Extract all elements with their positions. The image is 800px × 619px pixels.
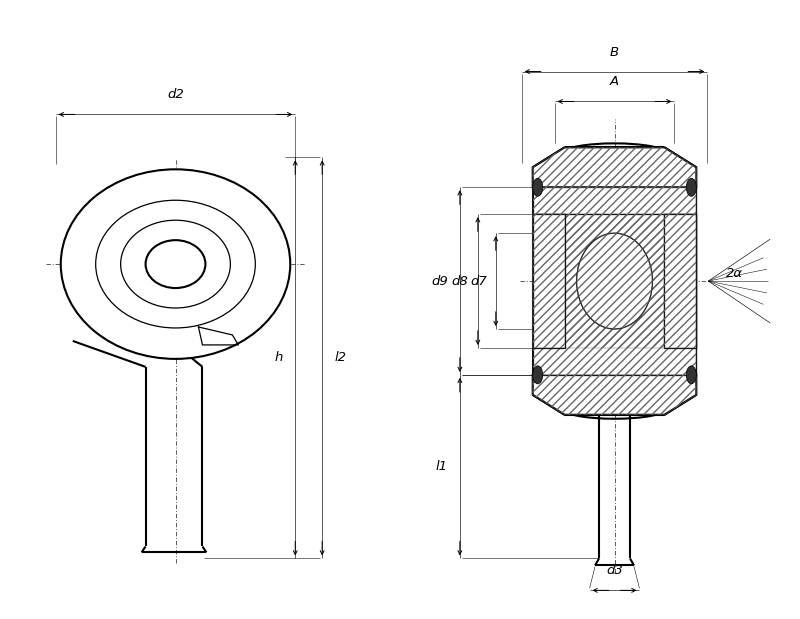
Ellipse shape <box>533 178 542 196</box>
Polygon shape <box>533 214 565 348</box>
Text: d8: d8 <box>451 275 468 288</box>
Text: h: h <box>275 352 283 365</box>
Text: 2α: 2α <box>726 267 743 280</box>
Polygon shape <box>533 188 696 348</box>
Ellipse shape <box>121 220 230 308</box>
Polygon shape <box>533 214 696 375</box>
Text: l2: l2 <box>334 352 346 365</box>
Text: d3: d3 <box>606 565 623 578</box>
Polygon shape <box>533 147 696 188</box>
Ellipse shape <box>577 233 653 329</box>
Text: d7: d7 <box>470 275 487 288</box>
Polygon shape <box>533 375 696 415</box>
Text: d2: d2 <box>167 89 184 102</box>
Ellipse shape <box>61 170 290 359</box>
Ellipse shape <box>96 200 255 328</box>
Text: l1: l1 <box>436 460 448 473</box>
Ellipse shape <box>686 366 696 384</box>
Ellipse shape <box>686 178 696 196</box>
Ellipse shape <box>533 366 542 384</box>
Ellipse shape <box>146 240 206 288</box>
Polygon shape <box>665 214 696 348</box>
Text: d9: d9 <box>431 275 448 288</box>
Text: B: B <box>610 46 619 59</box>
Text: A: A <box>610 76 619 89</box>
